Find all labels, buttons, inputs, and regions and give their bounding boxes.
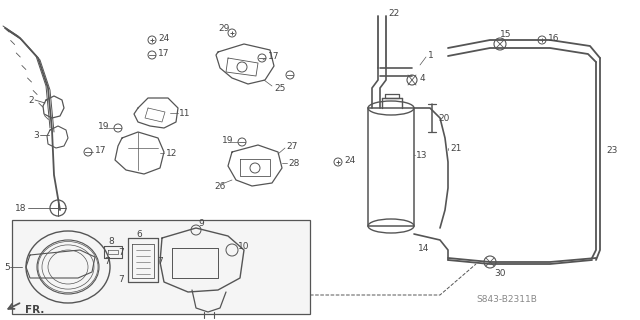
Text: 14: 14 (418, 244, 429, 252)
Text: FR.: FR. (25, 305, 44, 315)
Text: 30: 30 (494, 268, 506, 277)
Text: 26: 26 (214, 181, 225, 190)
Text: 22: 22 (388, 9, 399, 18)
Text: 1: 1 (428, 51, 434, 60)
Text: 11: 11 (179, 108, 191, 117)
Text: 12: 12 (166, 148, 177, 157)
Text: 9: 9 (198, 219, 204, 228)
Text: 7: 7 (104, 258, 109, 267)
Text: 13: 13 (416, 150, 428, 159)
Text: 24: 24 (344, 156, 355, 164)
Text: 17: 17 (95, 146, 106, 155)
Bar (12, 220, 310, 314)
Bar (12, 220, 310, 314)
Text: 7: 7 (118, 276, 124, 284)
Text: 29: 29 (218, 23, 229, 33)
Text: 4: 4 (420, 74, 426, 83)
Text: 19: 19 (222, 135, 234, 145)
Text: 6: 6 (136, 229, 141, 238)
Text: S843-B2311B: S843-B2311B (476, 295, 537, 305)
Text: 8: 8 (108, 236, 114, 245)
Text: 17: 17 (268, 52, 280, 60)
Text: 24: 24 (158, 34, 169, 43)
Text: 20: 20 (438, 114, 449, 123)
Text: 23: 23 (606, 146, 618, 155)
Text: 7: 7 (118, 247, 124, 257)
Text: 5: 5 (4, 262, 10, 271)
Text: 17: 17 (158, 49, 170, 58)
Text: 21: 21 (450, 143, 461, 153)
Text: 18: 18 (15, 204, 26, 212)
Text: 10: 10 (238, 242, 250, 251)
Text: 2: 2 (28, 95, 34, 105)
Text: 7: 7 (157, 258, 163, 267)
Text: 16: 16 (548, 34, 559, 43)
Text: 3: 3 (33, 131, 39, 140)
Text: 27: 27 (286, 141, 298, 150)
Text: 19: 19 (98, 122, 109, 131)
Bar (368, 108, 414, 226)
Text: 25: 25 (274, 84, 285, 92)
Text: 15: 15 (500, 29, 511, 38)
Text: 28: 28 (288, 158, 300, 167)
